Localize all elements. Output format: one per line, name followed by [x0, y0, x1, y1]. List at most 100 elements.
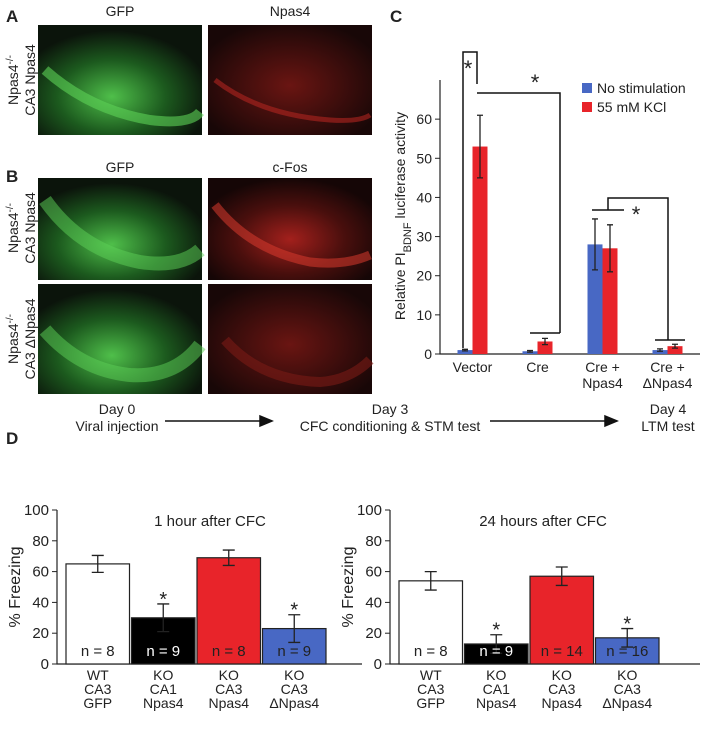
error-bar [621, 627, 634, 648]
y-tick-label: 20 [416, 268, 432, 284]
legend-swatch [582, 102, 592, 112]
bar [594, 637, 660, 665]
y-tick-label: 30 [416, 229, 432, 245]
x-tick-label: KO CA1 Npas4 [476, 667, 517, 711]
panel-label: C [390, 7, 402, 26]
chart-title: 24 hours after CFC [479, 513, 607, 530]
bar [196, 557, 262, 665]
row-label: CA3 Npas4 [22, 192, 38, 264]
image-header: GFP [106, 3, 135, 19]
row-label-sup: -/- [5, 314, 16, 323]
timeline-day: Day 3 [372, 401, 409, 417]
n-label: n = 9 [146, 643, 180, 660]
y-axis-label: % Freezing [340, 547, 357, 628]
n-label: n = 8 [212, 643, 246, 660]
y-label-sub: BDNF [402, 222, 414, 252]
significance: * [290, 600, 298, 622]
x-tick-label: Vector [453, 359, 493, 375]
x-tick-label: WT CA3 GFP [416, 667, 445, 711]
error-bar [477, 114, 483, 179]
x-tick-label: KO CA3 Npas4 [209, 667, 250, 711]
y-tick-label: 0 [424, 346, 432, 362]
n-label: n = 8 [414, 643, 448, 660]
x-tick-label: Cre [526, 359, 549, 375]
y-tick-label: 10 [416, 307, 432, 323]
error-bar [222, 549, 235, 567]
row-label-gene: Npas4 [5, 323, 21, 364]
y-tick-label: 100 [357, 502, 382, 519]
error-bar [157, 603, 170, 633]
significance: * [159, 589, 167, 611]
timeline-event: CFC conditioning & STM test [300, 418, 481, 434]
bar [602, 248, 618, 354]
timeline-event: Viral injection [75, 418, 158, 434]
error-bar [607, 224, 613, 273]
n-label: n = 16 [606, 643, 648, 660]
error-bar [462, 348, 468, 352]
error-bar [672, 343, 678, 349]
n-label: n = 9 [479, 643, 513, 660]
bar [398, 580, 464, 665]
significance: * [464, 56, 473, 81]
timeline-event: LTM test [641, 418, 695, 434]
panel-label: D [6, 429, 18, 448]
y-tick-label: 0 [374, 656, 382, 673]
bar [537, 341, 553, 354]
row-label: Npas4-/- [5, 314, 22, 364]
x-tick-label: Cre + ΔNpas4 [643, 359, 693, 391]
y-tick-label: 20 [365, 625, 382, 642]
y-label-part: luciferase activity [392, 112, 408, 222]
y-tick-label: 60 [32, 564, 49, 581]
y-tick-label: 80 [365, 533, 382, 550]
bar [587, 244, 603, 354]
y-tick-label: 20 [32, 625, 49, 642]
row-label: Npas4-/- [5, 55, 22, 105]
timeline-arrows [165, 414, 619, 428]
error-bar [542, 337, 548, 346]
error-bar [288, 614, 301, 644]
significance: * [632, 202, 641, 227]
row-label: CA3 Npas4 [22, 44, 38, 116]
x-tick-label: KO CA3 ΔNpas4 [602, 667, 652, 711]
row-label-gene: Npas4 [5, 64, 21, 105]
error-bar [657, 348, 663, 352]
legend-label: 55 mM KCl [597, 99, 666, 115]
row-label-sup: -/- [5, 55, 16, 64]
significance: * [492, 620, 500, 642]
error-bar [527, 349, 533, 353]
chart-title: 1 hour after CFC [154, 513, 266, 530]
bar [529, 575, 595, 665]
y-label-part: Relative PI [392, 252, 408, 320]
y-tick-label: 0 [41, 656, 49, 673]
significance: * [531, 70, 540, 95]
timeline-day: Day 4 [650, 401, 687, 417]
n-label: n = 9 [277, 643, 311, 660]
y-tick-label: 40 [365, 594, 382, 611]
y-axis-label: % Freezing [7, 547, 24, 628]
image-header: Npas4 [270, 3, 311, 19]
error-bar [424, 570, 437, 591]
bar [667, 346, 683, 354]
legend-label: No stimulation [597, 80, 686, 96]
x-tick-label: KO CA3 Npas4 [542, 667, 583, 711]
bar [652, 350, 668, 354]
y-tick-label: 80 [32, 533, 49, 550]
y-tick-label: 40 [416, 189, 432, 205]
significance-brackets [462, 51, 685, 348]
y-tick-label: 100 [24, 502, 49, 519]
panel-label: B [6, 167, 18, 186]
row-label-sup: -/- [5, 203, 16, 212]
y-tick-label: 60 [365, 564, 382, 581]
error-bar [555, 566, 568, 587]
y-tick-label: 60 [416, 111, 432, 127]
bar [65, 563, 131, 665]
bar [457, 350, 473, 354]
y-tick-label: 50 [416, 150, 432, 166]
x-tick-label: KO CA3 ΔNpas4 [269, 667, 319, 711]
significance: * [623, 614, 631, 636]
x-tick-label: KO CA1 Npas4 [143, 667, 184, 711]
row-label: Npas4-/- [5, 203, 22, 253]
image-header: c-Fos [273, 159, 308, 175]
row-label: CA3 ΔNpas4 [22, 298, 38, 379]
micrographs [38, 25, 374, 394]
